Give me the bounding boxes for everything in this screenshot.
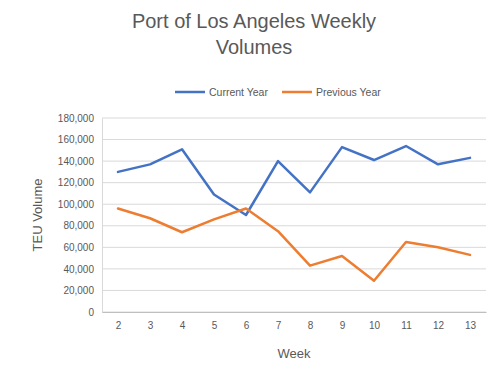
legend-item: Previous Year: [282, 86, 381, 98]
grid-line: [102, 225, 486, 226]
legend: Current Year Previous Year: [175, 86, 381, 98]
y-tick: 80,000: [63, 220, 102, 231]
y-axis: 0 20,000 40,000 60,000 80,000 100,000 120,000 1…: [58, 113, 103, 318]
x-tick: 13: [465, 312, 477, 331]
y-tick-label: 100,000: [58, 199, 95, 210]
grid-line: [102, 118, 486, 119]
x-tick-label: 13: [465, 320, 477, 331]
y-tick: 100,000: [58, 199, 102, 210]
x-tick-label: 7: [276, 320, 282, 331]
plot-area: [118, 146, 470, 281]
y-tick: 140,000: [58, 156, 102, 167]
x-tick: 6: [244, 312, 250, 331]
grid-line: [102, 204, 486, 205]
x-tick: 10: [369, 312, 381, 331]
y-tick-label: 60,000: [63, 242, 94, 253]
grid-line: [102, 290, 486, 291]
x-axis-line: [103, 312, 487, 313]
grid-line: [102, 268, 486, 269]
x-tick: 9: [340, 312, 346, 331]
x-tick-label: 5: [212, 320, 218, 331]
y-tick-label: 40,000: [63, 264, 94, 275]
legend-label: Current Year: [209, 86, 268, 98]
x-tick: 12: [433, 312, 445, 331]
legend-swatch: [175, 91, 205, 94]
y-tick-label: 140,000: [58, 156, 95, 167]
x-tick-label: 2: [116, 320, 122, 331]
x-tick-label: 8: [308, 320, 314, 331]
x-tick-label: 10: [369, 320, 381, 331]
x-tick-label: 9: [340, 320, 346, 331]
y-tick-label: 20,000: [63, 285, 94, 296]
y-tick-label: 120,000: [58, 177, 95, 188]
legend-swatch: [282, 91, 312, 94]
y-tick: 160,000: [58, 134, 102, 145]
x-tick: 8: [308, 312, 314, 331]
x-axis: 2 3 4 5 6 7 8 9 10 11 12 13: [103, 312, 487, 331]
y-tick-label: 160,000: [58, 134, 95, 145]
y-tick: 120,000: [58, 177, 102, 188]
y-tick: 60,000: [63, 242, 102, 253]
x-tick-label: 12: [433, 320, 445, 331]
y-tick-label: 180,000: [58, 113, 95, 124]
y-tick: 0: [88, 307, 102, 318]
grid: [102, 118, 486, 312]
x-tick: 3: [148, 312, 154, 331]
grid-line: [102, 139, 486, 140]
y-tick: 40,000: [63, 264, 102, 275]
x-tick-label: 4: [180, 320, 186, 331]
y-tick-label: 80,000: [63, 220, 94, 231]
y-tick: 180,000: [58, 113, 102, 124]
x-tick: 7: [276, 312, 282, 331]
y-tick-label: 0: [88, 307, 94, 318]
x-tick-label: 6: [244, 320, 250, 331]
chart: Port of Los Angeles WeeklyVolumes 0 20,000…: [0, 0, 498, 371]
y-axis-title: TEU Volume: [30, 179, 45, 252]
legend-item: Current Year: [175, 86, 268, 98]
grid-line: [102, 312, 486, 313]
x-tick-label: 11: [401, 320, 412, 331]
x-tick: 11: [401, 312, 412, 331]
legend-label: Previous Year: [316, 86, 381, 98]
x-tick: 5: [212, 312, 218, 331]
x-axis-title: Week: [278, 346, 311, 361]
x-tick: 2: [116, 312, 122, 331]
y-axis-line: [102, 119, 103, 313]
x-tick-label: 3: [148, 320, 154, 331]
grid-line: [102, 182, 486, 183]
title: Port of Los Angeles WeeklyVolumes: [132, 10, 376, 58]
y-tick: 20,000: [63, 285, 102, 296]
series-line: [118, 209, 470, 281]
series-line: [118, 146, 470, 215]
x-tick: 4: [180, 312, 186, 331]
